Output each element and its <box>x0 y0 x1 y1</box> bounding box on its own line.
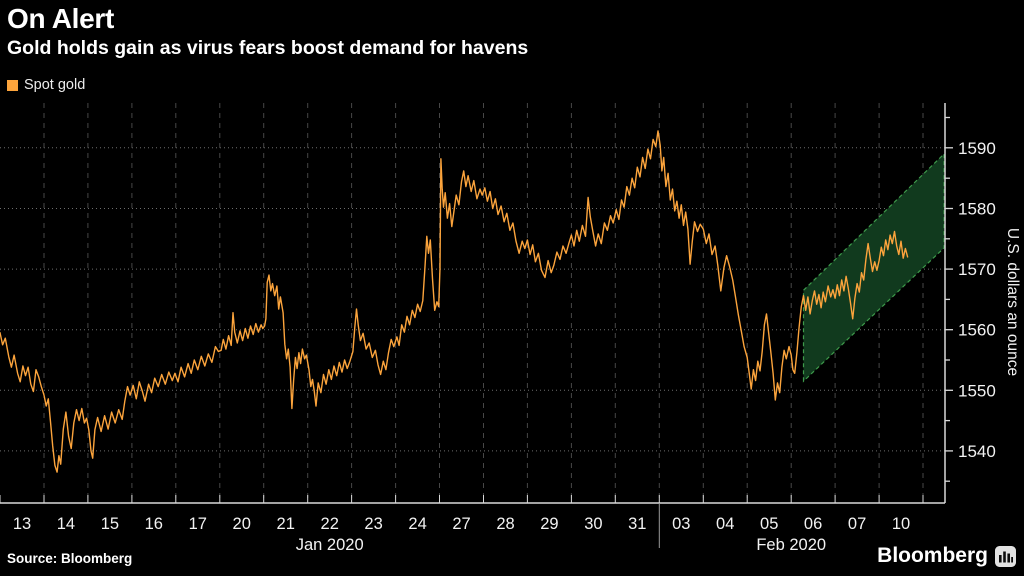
legend-swatch-icon <box>7 79 18 91</box>
x-tick-label: 14 <box>57 515 75 533</box>
y-tick-label: 1590 <box>958 139 996 158</box>
legend-label: Spot gold <box>24 77 86 93</box>
bloomberg-bars-icon <box>995 545 1016 567</box>
x-tick-label: 07 <box>848 515 866 533</box>
x-tick-label: 31 <box>628 515 646 533</box>
price-line <box>0 130 909 473</box>
chart-title: On Alert <box>7 3 115 34</box>
x-tick-label: 05 <box>760 515 778 533</box>
x-tick-label: 04 <box>716 515 734 533</box>
x-tick-label: 29 <box>540 515 558 533</box>
x-tick-label: 17 <box>189 515 207 533</box>
legend: Spot gold <box>7 77 85 93</box>
month-label: Jan 2020 <box>296 536 364 554</box>
x-tick-label: 24 <box>408 515 426 533</box>
x-tick-label: 27 <box>452 515 470 533</box>
source-credit: Source: Bloomberg <box>7 551 133 566</box>
chart-subtitle: Gold holds gain as virus fears boost dem… <box>7 37 529 59</box>
bloomberg-wordmark: Bloomberg <box>877 544 988 567</box>
x-tick-label: 30 <box>584 515 602 533</box>
y-tick-label: 1580 <box>958 200 996 219</box>
y-tick-label: 1570 <box>958 260 996 279</box>
x-tick-label: 10 <box>892 515 910 533</box>
bloomberg-logo: Bloomberg <box>877 544 1016 568</box>
x-tick-label: 23 <box>364 515 382 533</box>
x-tick-label: 16 <box>145 515 163 533</box>
x-tick-label: 15 <box>101 515 119 533</box>
x-tick-label: 22 <box>321 515 339 533</box>
y-tick-label: 1560 <box>958 321 996 340</box>
x-tick-label: 06 <box>804 515 822 533</box>
y-tick-label: 1550 <box>958 381 996 400</box>
x-tick-label: 21 <box>277 515 295 533</box>
month-label: Feb 2020 <box>756 536 826 554</box>
y-tick-label: 1540 <box>958 442 996 461</box>
x-tick-label: 28 <box>496 515 514 533</box>
x-tick-label: 03 <box>672 515 690 533</box>
x-tick-label: 13 <box>13 515 31 533</box>
y-axis-title: U.S. dollars an ounce <box>1004 227 1021 377</box>
x-tick-label: 20 <box>233 515 251 533</box>
